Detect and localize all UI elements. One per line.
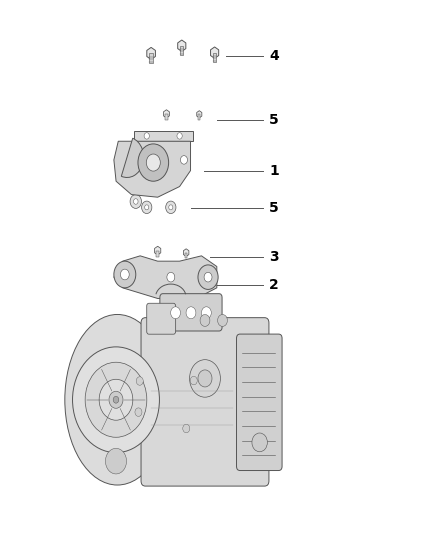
FancyBboxPatch shape [160, 294, 222, 331]
Circle shape [106, 448, 127, 474]
Text: 3: 3 [269, 250, 279, 264]
Wedge shape [121, 138, 144, 177]
Circle shape [134, 199, 138, 204]
Circle shape [198, 265, 218, 289]
FancyBboxPatch shape [237, 334, 282, 471]
Circle shape [146, 154, 160, 171]
Circle shape [85, 362, 147, 437]
Circle shape [130, 195, 141, 208]
Bar [156, 251, 159, 257]
Text: 2: 2 [269, 278, 279, 292]
Circle shape [180, 156, 187, 164]
Circle shape [73, 347, 159, 453]
Circle shape [109, 391, 123, 408]
Bar [165, 114, 168, 120]
Circle shape [218, 314, 227, 326]
Circle shape [114, 261, 136, 288]
Circle shape [201, 307, 211, 319]
Circle shape [169, 205, 173, 210]
Bar [185, 253, 187, 259]
Circle shape [252, 433, 267, 452]
Circle shape [136, 377, 143, 385]
Circle shape [144, 133, 149, 139]
FancyBboxPatch shape [147, 303, 176, 334]
Circle shape [135, 408, 142, 416]
Text: 1: 1 [269, 164, 279, 177]
Circle shape [200, 314, 210, 326]
Circle shape [138, 144, 169, 181]
Circle shape [120, 269, 129, 280]
Bar [213, 53, 216, 62]
Bar [149, 53, 153, 63]
Polygon shape [134, 131, 193, 141]
Circle shape [177, 133, 182, 139]
Bar [180, 46, 184, 55]
FancyBboxPatch shape [141, 318, 269, 486]
Circle shape [141, 201, 152, 214]
Text: 4: 4 [269, 49, 279, 63]
Circle shape [190, 360, 220, 397]
Text: 5: 5 [269, 201, 279, 215]
Circle shape [113, 397, 119, 403]
Ellipse shape [65, 314, 170, 485]
Text: 5: 5 [269, 113, 279, 127]
Circle shape [167, 272, 175, 282]
Circle shape [204, 272, 212, 282]
Polygon shape [114, 141, 191, 197]
Circle shape [190, 376, 197, 385]
Circle shape [99, 379, 133, 420]
Circle shape [198, 370, 212, 387]
Circle shape [171, 307, 180, 319]
Circle shape [145, 205, 149, 210]
Bar [198, 114, 200, 119]
Circle shape [186, 307, 196, 319]
Circle shape [183, 424, 190, 433]
Polygon shape [114, 256, 217, 298]
Circle shape [166, 201, 176, 214]
